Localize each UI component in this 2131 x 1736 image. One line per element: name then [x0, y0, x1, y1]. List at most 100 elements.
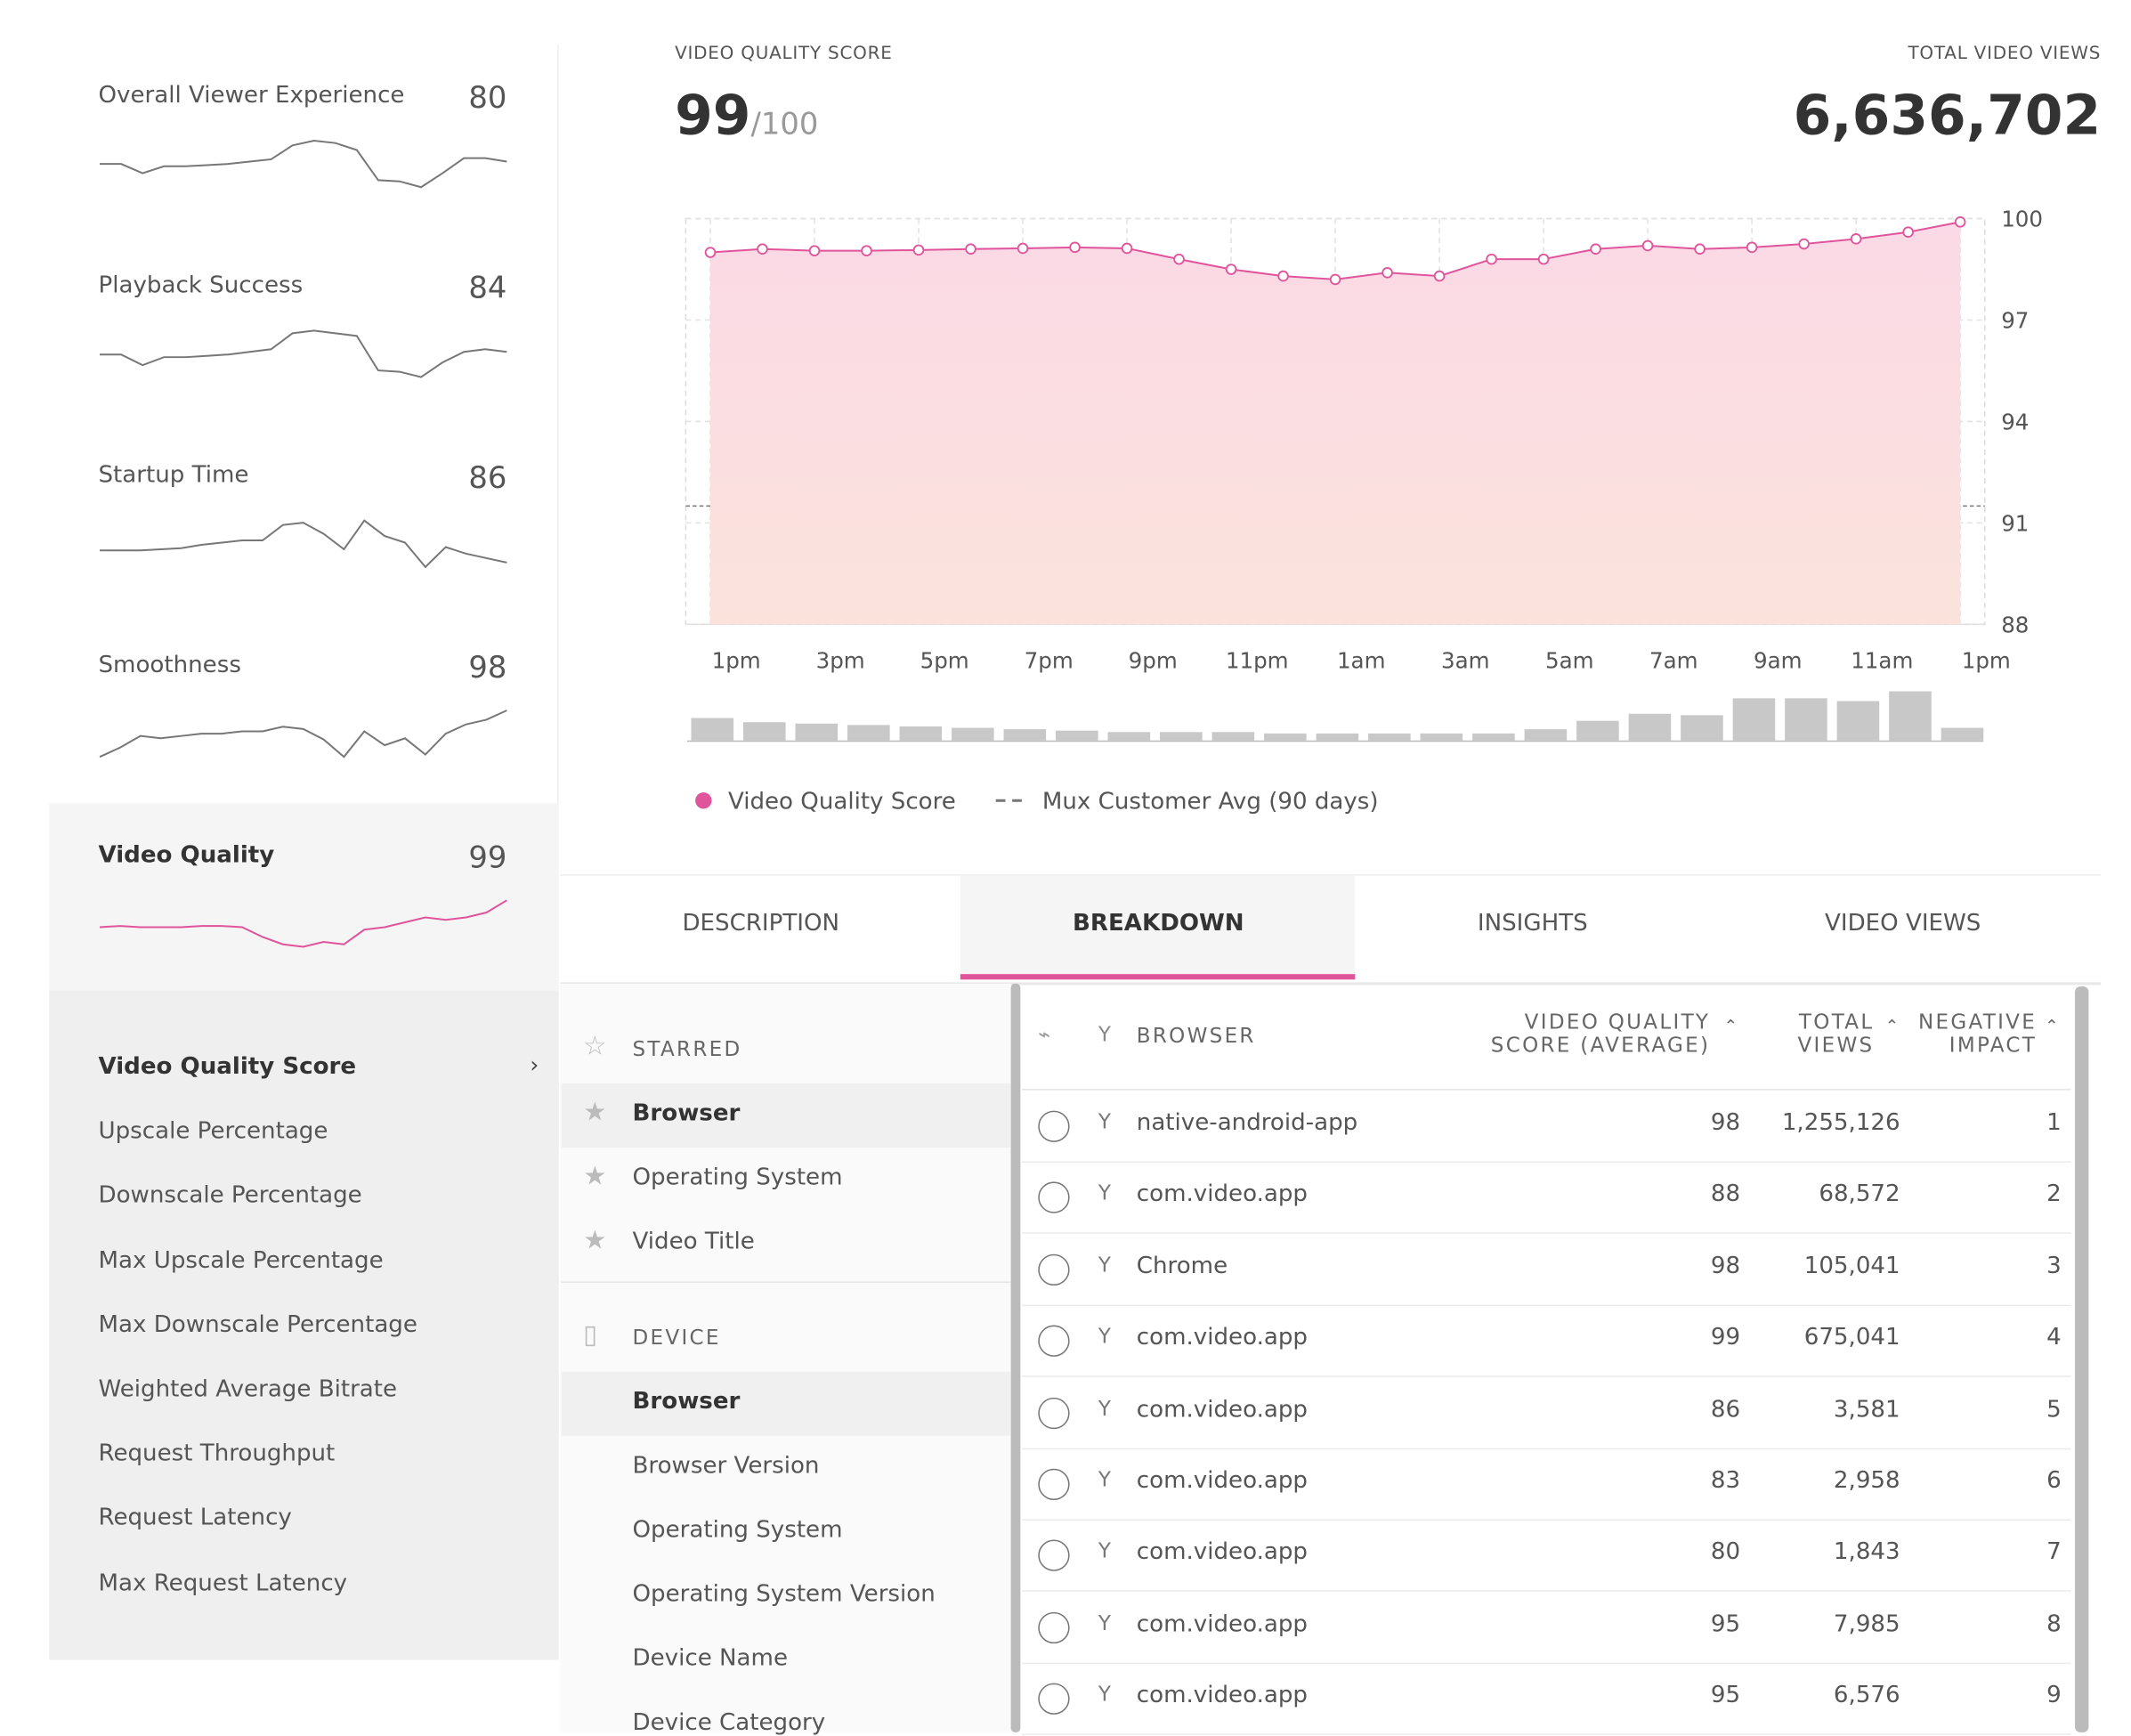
score: 99/100	[675, 85, 818, 148]
dimension-item[interactable]: Operating System Version	[632, 1580, 936, 1609]
row-radio[interactable]	[1038, 1683, 1070, 1716]
views-bar	[1785, 698, 1827, 741]
cell-views: 3,581	[1833, 1395, 1900, 1424]
row-rule	[1021, 1232, 2071, 1235]
row-radio[interactable]	[1038, 1182, 1070, 1214]
x-tick-label: 7am	[1649, 647, 1698, 673]
x-tick-label: 1pm	[1962, 647, 2011, 673]
views-bar	[1003, 729, 1047, 741]
row-filter: Y	[1098, 1538, 1111, 1564]
metric-score: 98	[468, 652, 507, 686]
legend-label: Mux Customer Avg (90 days)	[1042, 788, 1379, 815]
cell-browser: com.video.app	[1136, 1610, 1309, 1638]
submetric: Request Latency	[98, 1505, 292, 1532]
tab[interactable]: INSIGHTS	[1477, 910, 1588, 937]
group-icon: ▯	[583, 1319, 598, 1351]
cell-impact: 3	[2046, 1252, 2062, 1280]
tab[interactable]: VIDEO VIEWS	[1825, 910, 1981, 937]
row-filter: Y	[1098, 1180, 1111, 1206]
item-active-bg	[561, 1083, 1011, 1148]
dimension-item[interactable]: Browser	[632, 1388, 741, 1416]
item-active-bg	[561, 1371, 1011, 1436]
cell-score: 95	[1710, 1610, 1741, 1638]
sparkline	[100, 519, 507, 569]
dimension-item[interactable]: Device Name	[632, 1644, 789, 1673]
views-bar	[1316, 733, 1359, 741]
sort-icon: ⌃	[1723, 1016, 1738, 1036]
views-bar	[1211, 732, 1255, 741]
cell-score: 80	[1710, 1538, 1741, 1567]
cell-impact: 5	[2046, 1395, 2062, 1424]
cell-impact: 1	[2046, 1109, 2062, 1137]
cell-views: 1,255,126	[1781, 1109, 1900, 1137]
cell-impact: 2	[2046, 1180, 2062, 1209]
submenu-bg	[49, 990, 559, 1660]
x-tick-label: 11am	[1851, 647, 1913, 673]
point	[1850, 233, 1862, 245]
cell-browser: com.video.app	[1136, 1467, 1309, 1495]
cell-views: 1,843	[1833, 1538, 1900, 1567]
tab[interactable]: DESCRIPTION	[682, 910, 840, 937]
score-max: /100	[750, 108, 819, 142]
dimension-item[interactable]: Operating System	[632, 1516, 843, 1545]
cell-browser: com.video.app	[1136, 1324, 1309, 1352]
dimension-item[interactable]: Device Category	[632, 1708, 826, 1736]
y-tick-label: 91	[2001, 511, 2029, 537]
row-radio[interactable]	[1038, 1468, 1070, 1500]
dimension-item[interactable]: Operating System	[632, 1164, 843, 1192]
point	[965, 243, 976, 256]
views-bar	[847, 725, 890, 741]
cell-impact: 9	[2046, 1682, 2062, 1710]
row-radio[interactable]	[1038, 1397, 1070, 1429]
cell-score: 95	[1710, 1682, 1741, 1710]
th: NEGATIVE IMPACT	[1917, 1010, 2038, 1058]
views-bar	[952, 727, 994, 741]
cell-browser: native-android-app	[1136, 1109, 1358, 1137]
y-tick-label: 88	[2001, 612, 2029, 638]
views-bar	[1681, 715, 1723, 741]
group-title: DEVICE	[632, 1325, 721, 1351]
sort-icon: ⌃	[1884, 1016, 1900, 1036]
cell-views: 675,041	[1803, 1324, 1900, 1352]
submetric: Weighted Average Bitrate	[98, 1375, 398, 1404]
cell-browser: com.video.app	[1136, 1180, 1309, 1209]
group-icon: ☆	[583, 1031, 607, 1062]
cell-browser: com.video.app	[1136, 1538, 1309, 1567]
submetric: Downscale Percentage	[98, 1182, 362, 1210]
submetric: Max Downscale Percentage	[98, 1310, 417, 1339]
row-rule	[1021, 1519, 2071, 1521]
point	[1537, 253, 1550, 265]
views-bar	[1368, 733, 1411, 741]
th: TOTAL VIEWS	[1797, 1010, 1875, 1058]
views-bar	[1941, 727, 1984, 741]
cell-impact: 4	[2046, 1324, 2062, 1352]
row-radio[interactable]	[1038, 1611, 1070, 1643]
views-label: TOTAL VIDEO VIEWS	[1908, 44, 2102, 65]
row-radio[interactable]	[1038, 1325, 1070, 1358]
dimension-item[interactable]: Video Title	[632, 1228, 755, 1256]
row-filter: Y	[1098, 1467, 1111, 1492]
dimension-item[interactable]: Browser	[632, 1099, 741, 1128]
row-radio[interactable]	[1038, 1110, 1070, 1142]
row-radio[interactable]	[1038, 1253, 1070, 1286]
metric-name: Smoothness	[98, 652, 241, 679]
metric-name: Startup Time	[98, 461, 249, 490]
point	[1069, 241, 1081, 254]
group-title: STARRED	[632, 1036, 742, 1062]
metric-name: Overall Viewer Experience	[98, 82, 405, 110]
tab[interactable]: BREAKDOWN	[1072, 910, 1244, 937]
views-bar	[743, 722, 786, 741]
scrollbar	[1010, 983, 1021, 1732]
row-radio[interactable]	[1038, 1540, 1070, 1572]
x-tick-label: 5am	[1545, 647, 1594, 673]
submetric: Max Request Latency	[98, 1569, 348, 1597]
tab-active-bg	[960, 875, 1356, 978]
area	[709, 222, 1961, 625]
sparkline-line	[99, 899, 507, 948]
dimension-item[interactable]: Browser Version	[632, 1452, 820, 1480]
chart: 88 91 94 97 100 1pm 3pm 5pm 7pm 9pm 11pm 1am 3am 5am 7…	[685, 207, 2043, 815]
views-total: 6,636,702	[1793, 85, 2102, 148]
th-filter: Y	[1098, 1021, 1111, 1047]
cell-score: 98	[1710, 1109, 1741, 1137]
